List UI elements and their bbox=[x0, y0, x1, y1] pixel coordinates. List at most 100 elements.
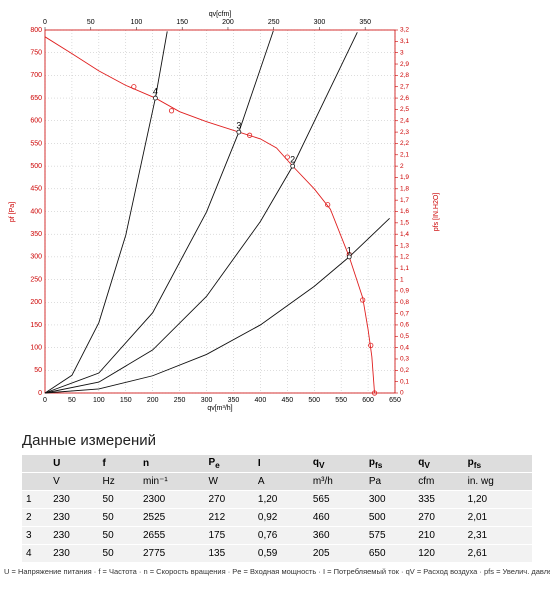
operating-point bbox=[346, 254, 352, 260]
x2-tick-label: 250 bbox=[268, 19, 280, 26]
table-cell: 210 bbox=[414, 526, 464, 545]
y2-tick-label: 0,3 bbox=[400, 356, 409, 363]
measured-point bbox=[131, 84, 137, 90]
y2-tick-label: 0,5 bbox=[400, 333, 409, 340]
table-cell: 1,20 bbox=[253, 490, 309, 509]
chart: pf [Pa] pfs [IN.H2O] qv[m³/h] qv[cfm] 0 5… bbox=[9, 11, 440, 412]
table-row: 1 230 50 2300 270 1,20 565 300 335 1,20 bbox=[22, 490, 532, 509]
x-axis-title: qv[m³/h] bbox=[207, 405, 232, 412]
y2-tick-label: 2,3 bbox=[400, 129, 409, 136]
table-cell: 50 bbox=[98, 490, 139, 509]
y2-tick-label: 1,4 bbox=[400, 231, 409, 238]
x2-tick-label: 0 bbox=[43, 19, 47, 26]
y-tick-label: 250 bbox=[30, 276, 42, 283]
x-tick-label: 100 bbox=[93, 397, 105, 404]
operating-point bbox=[236, 129, 242, 135]
y-tick-label: 600 bbox=[30, 118, 42, 125]
cell-subscript: e bbox=[215, 460, 220, 470]
y-tick-label: 700 bbox=[30, 72, 42, 79]
y2-tick-label: 2,4 bbox=[400, 117, 409, 124]
x2-axis-title: qv[cfm] bbox=[209, 11, 232, 18]
table-cell: m³/h bbox=[308, 472, 365, 491]
y2-tick-label: 2,8 bbox=[400, 72, 409, 79]
y2-tick-label: 2,2 bbox=[400, 140, 409, 147]
y2-tick-label: 2 bbox=[400, 163, 404, 170]
y-tick-label: 200 bbox=[30, 299, 42, 306]
y2-tick-label: 1,2 bbox=[400, 254, 409, 261]
x-tick-label: 200 bbox=[147, 397, 159, 404]
x-tick-label: 550 bbox=[335, 397, 347, 404]
table-cell: 230 bbox=[49, 508, 99, 527]
y-tick-label: 500 bbox=[30, 163, 42, 170]
y2-tick-label: 1,6 bbox=[400, 208, 409, 215]
y2-tick-label: 0,9 bbox=[400, 288, 409, 295]
curve bbox=[44, 36, 375, 394]
table-cell: 135 bbox=[204, 544, 254, 563]
table-cell: 120 bbox=[414, 544, 464, 563]
x2-tick-label: 50 bbox=[87, 19, 95, 26]
table-cell: 335 bbox=[414, 490, 464, 509]
x-tick-label: 50 bbox=[68, 397, 76, 404]
table-cell: 230 bbox=[49, 526, 99, 545]
x-tick-label: 500 bbox=[308, 397, 320, 404]
cell-subscript: fs bbox=[374, 460, 383, 470]
table-cell bbox=[22, 472, 50, 491]
table-cell: W bbox=[204, 472, 254, 491]
y-tick-label: 650 bbox=[30, 95, 42, 102]
x-tick-label: 450 bbox=[281, 397, 293, 404]
table-cell: in. wg bbox=[463, 472, 532, 491]
cell-text: f bbox=[102, 458, 106, 469]
y2-tick-label: 3,1 bbox=[400, 38, 409, 45]
y2-tick-label: 1 bbox=[400, 276, 404, 283]
table-cell: Pa bbox=[364, 472, 415, 491]
x-tick-label: 300 bbox=[201, 397, 213, 404]
y2-tick-label: 2,7 bbox=[400, 83, 409, 90]
curve bbox=[44, 31, 168, 394]
y2-tick-label: 1,9 bbox=[400, 174, 409, 181]
x-tick-label: 150 bbox=[120, 397, 132, 404]
y2-tick-label: 1,1 bbox=[400, 265, 409, 272]
table-row: 2 230 50 2525 212 0,92 460 500 270 2,01 bbox=[22, 508, 532, 527]
measured-point bbox=[368, 342, 374, 348]
table-cell: 3 bbox=[22, 526, 50, 545]
y-tick-label: 750 bbox=[30, 50, 42, 57]
x-tick-label: 650 bbox=[389, 397, 401, 404]
x2-tick-label: 150 bbox=[176, 19, 188, 26]
y2-tick-label: 1,5 bbox=[400, 220, 409, 227]
y2-tick-label: 1,7 bbox=[400, 197, 409, 204]
table-cell: V bbox=[49, 472, 99, 491]
y2-tick-label: 2,9 bbox=[400, 61, 409, 68]
table-cell: f bbox=[98, 455, 139, 473]
table-cell: 50 bbox=[98, 544, 139, 563]
y-tick-label: 550 bbox=[30, 140, 42, 147]
table-cell: 4 bbox=[22, 544, 50, 563]
y-tick-label: 100 bbox=[30, 344, 42, 351]
y2-tick-label: 0,4 bbox=[400, 344, 409, 351]
cell-text: I bbox=[257, 458, 261, 469]
table-cell: 565 bbox=[308, 490, 365, 509]
table-cell: 270 bbox=[414, 508, 464, 527]
y-axis-title: pf [Pa] bbox=[9, 202, 16, 222]
table-cell: 50 bbox=[98, 508, 139, 527]
table-row: 3 230 50 2655 175 0,76 360 575 210 2,31 bbox=[22, 526, 532, 545]
table-cell: qV bbox=[414, 455, 464, 473]
table-cell: Pe bbox=[204, 455, 254, 473]
table-cell: 2,01 bbox=[463, 508, 532, 527]
cell-subscript: V bbox=[318, 460, 325, 470]
table-cell: 2525 bbox=[139, 508, 205, 527]
curve bbox=[44, 217, 390, 394]
table-cell: 2,61 bbox=[463, 544, 532, 563]
cell-subscript: fs bbox=[473, 460, 482, 470]
y-tick-label: 300 bbox=[30, 254, 42, 261]
table-cell: 2300 bbox=[139, 490, 205, 509]
table-cell: 50 bbox=[98, 526, 139, 545]
operating-point bbox=[152, 95, 158, 101]
y-tick-label: 0 bbox=[38, 390, 42, 397]
y2-tick-label: 0,8 bbox=[400, 299, 409, 306]
table-cell: 205 bbox=[308, 544, 365, 563]
cell-text: p bbox=[368, 457, 375, 468]
